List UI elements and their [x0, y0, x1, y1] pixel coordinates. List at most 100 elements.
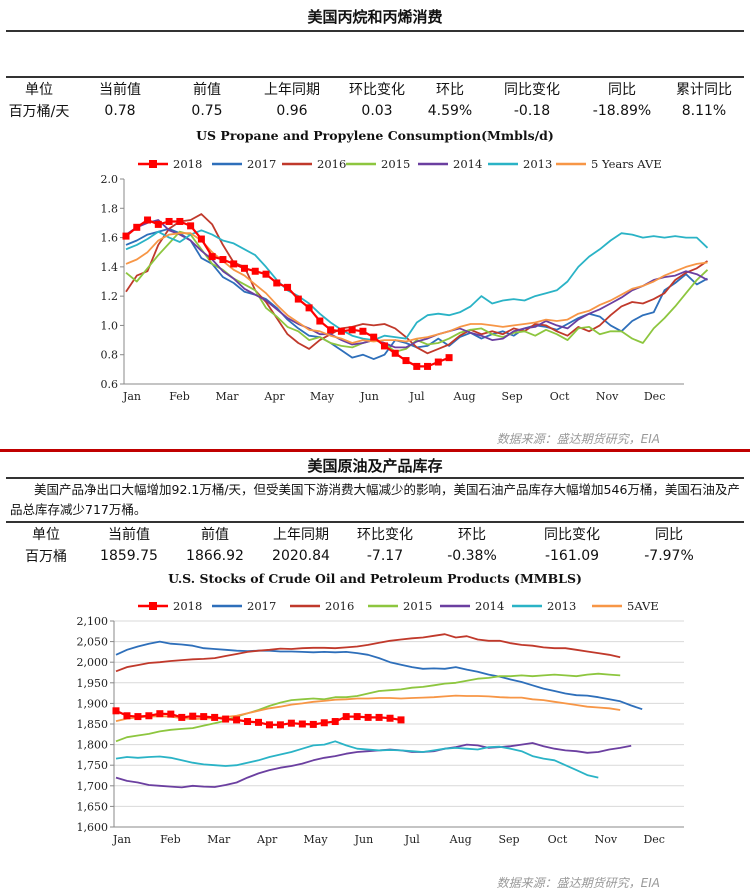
- series-2018-marker: [316, 317, 324, 325]
- series-2018-marker: [386, 714, 394, 722]
- series-2018-marker: [402, 357, 410, 365]
- table-header-cell: 同比: [608, 82, 636, 98]
- series-2018-marker: [397, 716, 405, 724]
- table-header-cell: 前值: [201, 527, 229, 543]
- series-2018-marker: [309, 720, 317, 728]
- legend-label: 2016: [317, 157, 346, 171]
- table-value-cell: -0.38%: [447, 548, 497, 564]
- x-tick-label: Jul: [409, 390, 425, 403]
- section2-table-value-row: 百万桶 1859.75 1866.92 2020.84 -7.17 -0.38% -161.…: [6, 545, 744, 567]
- series-line-2018: [125, 218, 450, 368]
- y-tick-label: 1,900: [77, 697, 109, 710]
- table-header-cell: 单位: [32, 527, 60, 543]
- series-2018-marker: [240, 264, 248, 272]
- table-header-cell: 同比: [655, 527, 683, 543]
- x-tick-label: Dec: [643, 833, 665, 846]
- series-2018-marker: [413, 362, 421, 370]
- section1-title: 美国丙烷和丙烯消费: [307, 8, 443, 26]
- series-line-2014: [125, 219, 708, 349]
- x-tick-label: Feb: [169, 390, 190, 403]
- x-tick-label: Sep: [502, 390, 523, 403]
- series-2018-marker: [445, 354, 453, 362]
- series-2018-marker: [251, 267, 259, 275]
- section1-table-header-row: 单位 当前值 前值 上年同期 环比变化 环比 同比变化 同比 累计同比: [6, 78, 744, 100]
- table-header-cell: 同比变化: [544, 527, 600, 543]
- series-2018-marker: [327, 326, 335, 334]
- table-value-cell: 1859.75: [100, 548, 158, 564]
- series-2018-marker: [211, 713, 219, 721]
- x-tick-label: Sep: [499, 833, 520, 846]
- legend-label: 2017: [247, 157, 276, 171]
- table-value-cell: 百万桶: [25, 549, 67, 565]
- x-tick-label: May: [310, 390, 335, 403]
- series-2018-marker: [167, 710, 175, 718]
- table-header-cell: 环比变化: [349, 82, 405, 98]
- series-2018-marker: [123, 712, 131, 720]
- section1-summary-table: 单位 当前值 前值 上年同期 环比变化 环比 同比变化 同比 累计同比 百万桶/天 0.78 0.7…: [6, 78, 744, 122]
- series-2018-marker: [364, 713, 372, 721]
- series-2018-marker: [187, 222, 195, 230]
- series-2018-marker: [189, 712, 197, 720]
- section2-title: 美国原油及产品库存: [307, 457, 443, 475]
- series-2018-marker: [284, 283, 292, 291]
- x-tick-label: Oct: [548, 833, 568, 846]
- series-2018-marker: [305, 304, 313, 312]
- series-2018-marker: [348, 326, 356, 334]
- legend-label: 2015: [381, 157, 410, 171]
- series-2018-marker: [156, 710, 164, 718]
- legend-label: 2016: [325, 599, 354, 613]
- y-tick-label: 1.2: [101, 290, 119, 303]
- x-tick-label: Dec: [644, 390, 666, 403]
- legend-label: 2015: [403, 599, 432, 613]
- series-2018-marker: [255, 718, 262, 726]
- series-2018-marker: [112, 707, 120, 715]
- legend-label: 2014: [475, 599, 504, 613]
- x-tick-label: Oct: [550, 390, 570, 403]
- table-value-cell: -161.09: [544, 548, 600, 564]
- series-line-2015: [125, 230, 709, 353]
- section2-table-top-rule: [6, 521, 744, 523]
- section2-title-rule: [6, 477, 744, 479]
- table-value-cell: 百万桶/天: [8, 104, 70, 120]
- section2-note: 美国产品净出口大幅增加92.1万桶/天，但受美国下游消费大幅减少的影响，美国石油…: [10, 482, 740, 517]
- legend-marker: [149, 602, 157, 610]
- series-2018-marker: [342, 713, 350, 721]
- x-tick-label: Apr: [263, 390, 285, 403]
- legend-label: 2013: [547, 599, 576, 613]
- series-2018-marker: [380, 342, 388, 350]
- y-tick-label: 2.0: [101, 173, 119, 186]
- x-tick-label: Jul: [404, 833, 420, 846]
- y-tick-label: 0.8: [101, 349, 119, 362]
- series-2018-marker: [122, 232, 130, 240]
- table-header-cell: 单位: [25, 82, 53, 98]
- table-header-cell: 前值: [193, 82, 221, 98]
- series-2018-marker: [359, 327, 367, 335]
- table-header-cell: 同比变化: [504, 82, 560, 98]
- series-2018-marker: [262, 270, 270, 278]
- table-value-cell: -18.89%: [592, 103, 652, 119]
- table-value-cell: -7.17: [366, 548, 404, 564]
- series-2018-marker: [230, 260, 238, 268]
- y-tick-label: 2,100: [77, 615, 109, 628]
- table-value-cell: -0.18: [513, 103, 551, 119]
- legend-label: 2014: [453, 157, 482, 171]
- table-header-cell: 当前值: [108, 527, 150, 543]
- y-tick-label: 1,800: [77, 739, 109, 752]
- series-2018-marker: [273, 279, 281, 287]
- series-2018-marker: [134, 713, 142, 721]
- y-tick-label: 1.0: [101, 319, 119, 332]
- chart1-title: US Propane and Propylene Consumption(Mmb…: [196, 128, 554, 143]
- table-value-cell: 0.96: [276, 103, 308, 119]
- legend-label: 5 Years AVE: [591, 157, 662, 171]
- x-tick-label: Nov: [596, 390, 619, 403]
- series-line-2016: [125, 213, 709, 355]
- series-2018-marker: [287, 719, 295, 727]
- table-value-cell: -7.97%: [644, 548, 694, 564]
- x-tick-label: Jun: [359, 390, 379, 403]
- series-2018-marker: [320, 719, 328, 727]
- chart2-title: U.S. Stocks of Crude Oil and Petroleum P…: [168, 571, 582, 586]
- section1-title-rule: [6, 30, 744, 32]
- x-tick-label: Mar: [207, 833, 231, 846]
- series-2018-marker: [434, 358, 442, 366]
- legend-label: 2018: [173, 599, 202, 613]
